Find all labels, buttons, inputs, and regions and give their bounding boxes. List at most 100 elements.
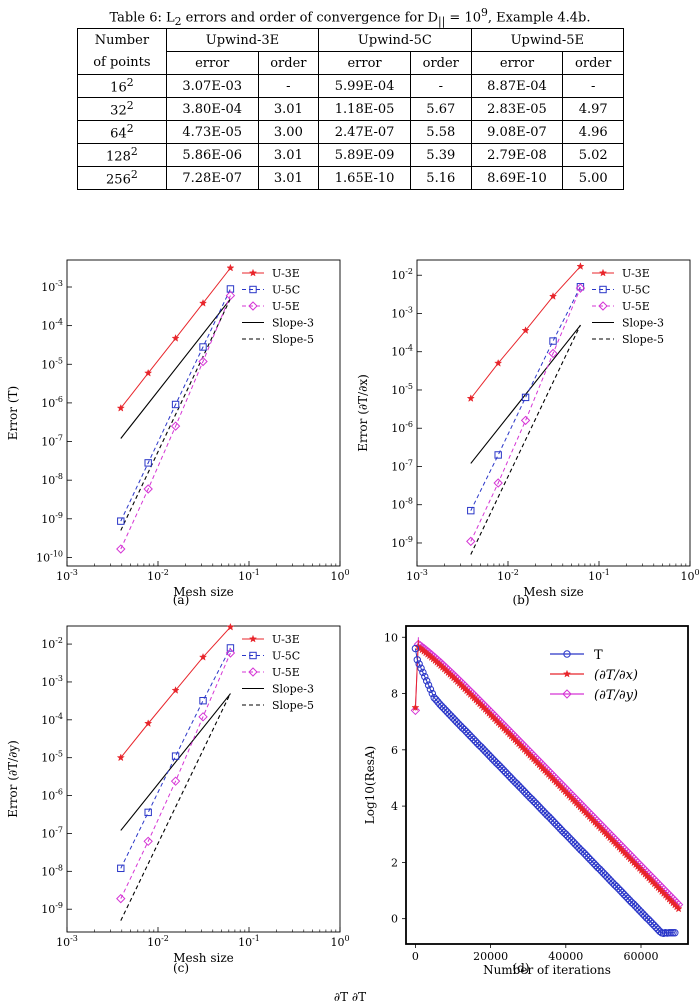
y-tick-label: 10-7 [41,825,63,840]
data-point [539,807,547,815]
table-cell: 5.58 [409,120,472,144]
data-point [492,759,500,767]
legend-marker [598,268,608,277]
legend-marker [248,634,258,643]
series-line-u-5c [120,288,231,522]
data-point [466,394,475,402]
series-line-u-3e [470,266,581,399]
subfigure-label-b: (b) [512,593,530,607]
table-cell: 5.16 [409,166,472,190]
header-cell: error [165,51,259,75]
x-axis-label: Mesh size [173,585,234,599]
x-tick-label: 10-2 [147,568,169,583]
y-tick-label: 6 [391,744,398,757]
header-cell: Upwind-5E [470,28,625,52]
data-point [576,262,585,270]
y-tick-label: 10-5 [41,356,63,371]
x-axis-label: Number of iterations [483,963,611,977]
table-cell: - [409,74,472,98]
data-point [481,747,489,755]
data-point [411,703,420,712]
data-point [616,886,625,895]
data-point [590,859,598,868]
legend-marker [248,301,258,311]
data-point [552,820,561,829]
table-row: 322 3.80E-04 3.01 1.18E-05 5.67 2.83E-05 4.97 [77,97,624,121]
data-point [454,720,463,728]
table-cell: 3.07E-03 [165,74,259,98]
legend-label: U-3E [622,267,650,280]
data-point [198,712,208,722]
data-point [644,915,653,924]
data-point [594,863,602,872]
x-tick-label: 10-3 [406,568,428,583]
reference-line-slope-5 [120,693,231,921]
table-cell: 2.47E-07 [318,120,411,144]
data-point [496,762,504,771]
data-point [652,923,660,932]
table-row: 1282 5.86E-06 3.01 5.89E-09 5.39 2.79E-08 5.02 [77,143,624,167]
data-point [447,712,455,720]
legend-marker [249,285,257,294]
y-axis-label: Error (T) [6,386,20,440]
data-point [464,729,472,738]
data-point [116,403,125,412]
results-table: Number Upwind-3E Upwind-5C Upwind-5E of poin… [77,28,625,190]
legend-label: Slope-5 [622,333,664,346]
data-point [671,929,679,937]
y-tick-label: 10-5 [41,750,63,765]
data-point [597,867,606,875]
legend-marker [599,285,607,294]
data-point [521,326,530,334]
data-point [486,753,495,761]
data-point [144,459,152,467]
data-point [432,696,440,704]
legend-marker [248,667,258,677]
header-cell: Upwind-3E [165,28,320,52]
data-point [515,782,523,790]
chart-c: 10-3 10-2 10-1 100 10-9 10-8 10-7 10-6 10-5 10-4 1… [6,622,350,965]
data-point [436,700,444,708]
data-point [451,716,459,724]
x-tick-label: 10-1 [588,568,610,583]
data-point [466,536,476,547]
reference-line-slope-5 [120,298,231,531]
data-point [441,706,450,714]
data-point [509,776,517,784]
data-point [493,478,503,488]
data-point [633,904,641,912]
data-point [669,929,677,937]
data-point [445,710,453,718]
data-point [624,894,632,903]
data-point [467,506,475,515]
data-point [469,735,478,744]
plot-frame [66,625,341,933]
data-point [610,881,619,889]
data-point [526,793,534,802]
table-row: 162 3.07E-03-5.99E-04-8.87E-04- [77,74,624,98]
data-point [516,784,525,792]
header-cell: Upwind-5C [318,28,472,52]
y-axis-label: Error (∂T/∂y) [6,740,20,818]
data-point [603,873,611,881]
table-cell: 3.00 [257,120,320,144]
data-point [198,356,208,367]
table-cell: 5.99E-04 [318,74,411,98]
legend-marker [248,268,258,277]
plot-frame [405,625,689,945]
data-point [494,358,503,367]
chart-d: 0 20000 40000 60000 0 2 4 6 8 10 Number of iterati… [363,625,689,977]
data-point [468,733,476,742]
y-tick-label: 10-3 [41,674,63,689]
data-point [117,864,125,873]
y-tick-label: 4 [391,800,398,813]
data-point [549,337,557,345]
table-cell: 5.39 [409,143,472,167]
data-point [116,893,126,904]
data-point [648,919,656,928]
data-point [620,890,628,899]
table-cell: - [562,74,624,98]
legend-label: U-5C [272,284,300,297]
data-point [428,689,437,698]
table-cell: 4.73E-05 [165,120,259,144]
